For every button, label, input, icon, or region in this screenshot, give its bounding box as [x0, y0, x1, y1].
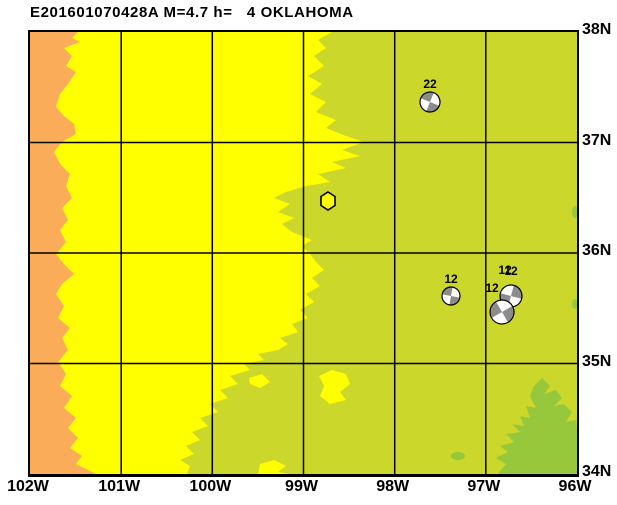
terrain-dark-green-spot — [572, 299, 577, 309]
beachball-part — [441, 286, 461, 306]
x-tick-label: 101W — [98, 478, 141, 495]
beachball-count-label: 12 — [485, 281, 499, 295]
beachball-part — [420, 92, 440, 112]
focal-mechanism-beachball — [441, 286, 461, 306]
y-tick-label: 35N — [582, 352, 612, 370]
x-tick-label: 100W — [189, 478, 232, 495]
beachball-count-label: 12 — [444, 272, 458, 286]
focal-mechanism-beachball — [489, 299, 515, 325]
terrain-yellow-island — [319, 370, 350, 404]
terrain-yellow-island — [258, 460, 290, 474]
y-tick-label: 37N — [582, 131, 612, 149]
x-tick-label: 97W — [467, 478, 501, 495]
y-tick-label: 38N — [582, 21, 612, 38]
terrain-dark-green-spot — [572, 206, 577, 218]
beachball-part — [489, 299, 515, 325]
map-frame: 12 22 12 12 12 — [28, 30, 579, 477]
x-tick-label: 96W — [558, 478, 592, 495]
beachball-count-label: 12 — [498, 263, 512, 277]
epicenter-hexagon-marker — [320, 191, 336, 211]
y-tick-label: 36N — [582, 242, 612, 259]
beachball-part — [419, 91, 441, 113]
focal-mechanism-beachball — [419, 91, 441, 113]
y-tick-label: 34N — [582, 463, 612, 480]
beachball-part — [442, 287, 460, 305]
terrain-dark-green-spot — [451, 452, 465, 460]
x-tick-label: 99W — [285, 478, 318, 495]
x-tick-label: 102W — [7, 478, 49, 495]
plot-title: E201601070428A M=4.7 h= 4 OKLAHOMA — [30, 4, 354, 21]
terrain-yellow-island — [249, 374, 270, 388]
beachball-count-label: 12 — [504, 264, 518, 278]
beachball-part — [490, 301, 514, 323]
beachball-count-label: 22 — [423, 77, 437, 91]
terrain-dark-green-region — [496, 378, 577, 474]
x-tick-label: 98W — [376, 478, 410, 495]
